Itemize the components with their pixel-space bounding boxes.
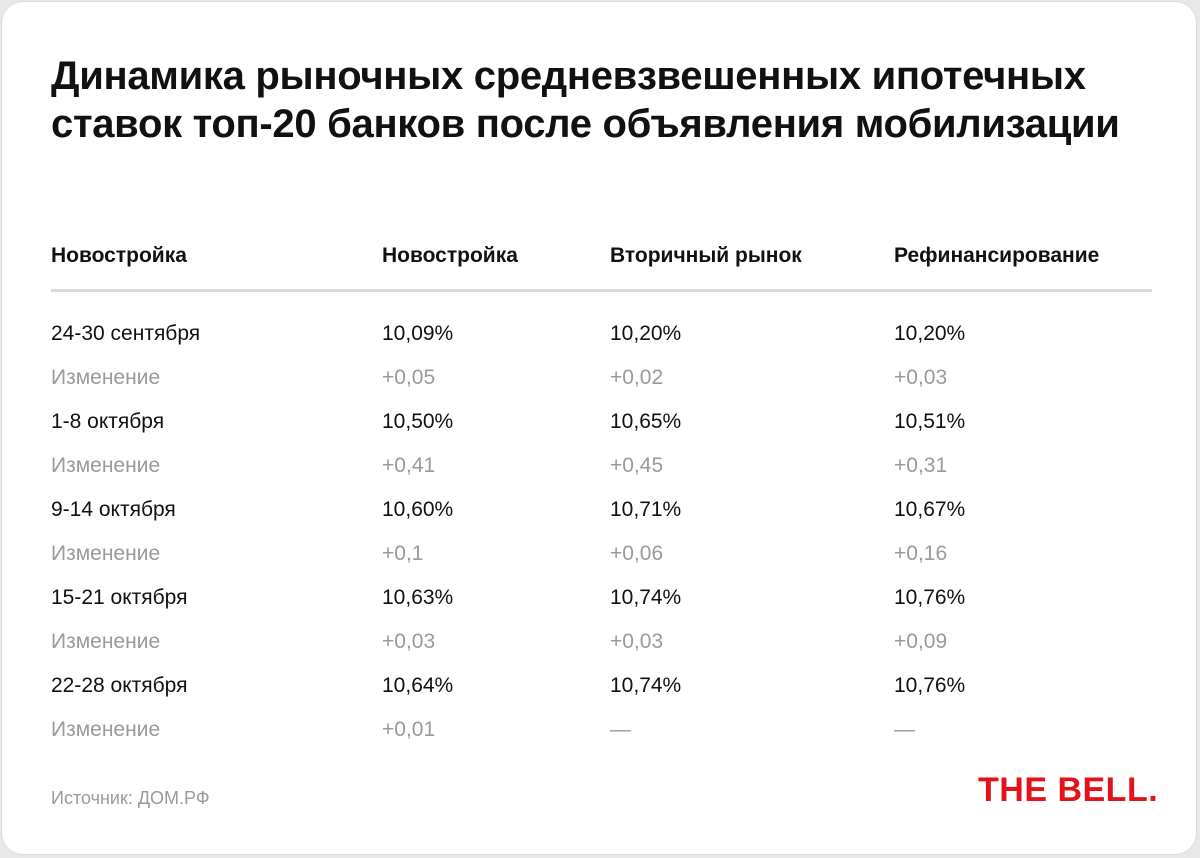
period-label: 22-28 октября [51,674,188,697]
change-value: +0,01 [382,718,436,741]
chart-title: Динамика рыночных средневзвешенных ипоте… [51,54,1120,146]
rate-value: 10,20% [894,322,966,345]
change-value: +0,16 [894,542,948,565]
change-value: +0,41 [382,454,436,477]
period-label: 9-14 октября [51,498,176,521]
change-label: Изменение [51,718,161,741]
change-value: +0,06 [610,542,664,565]
change-value: +0,03 [610,630,664,653]
change-value: +0,09 [894,630,948,653]
rate-value: 10,64% [382,674,454,697]
change-value: — [894,718,915,741]
period-row: 15-21 октября 10,63% 10,74% 10,76% [2,579,1198,623]
the-bell-logo: THE BELL. [978,771,1159,809]
rate-value: 10,09% [382,322,454,345]
change-value: +0,02 [610,366,664,389]
period-label: 24-30 сентября [51,322,201,345]
change-row: Изменение +0,05 +0,02 +0,03 [2,359,1198,403]
column-header: Новостройка [382,244,518,267]
table-body: 24-30 сентября 10,09% 10,20% 10,20% Изменени… [2,315,1198,755]
change-value: +0,03 [382,630,436,653]
column-header: Рефинансирование [894,244,1100,267]
rate-value: 10,71% [610,498,682,521]
table-header: Новостройка Новостройка Вторичный рынок … [2,240,1198,272]
change-row: Изменение +0,01 — — [2,711,1198,755]
period-row: 24-30 сентября 10,09% 10,20% 10,20% [2,315,1198,359]
change-value: +0,03 [894,366,948,389]
header-divider [51,289,1152,292]
rate-value: 10,63% [382,586,454,609]
period-row: 22-28 октября 10,64% 10,74% 10,76% [2,667,1198,711]
change-value: +0,1 [382,542,424,565]
change-row: Изменение +0,03 +0,03 +0,09 [2,623,1198,667]
period-row: 1-8 октября 10,50% 10,65% 10,51% [2,403,1198,447]
rate-value: 10,20% [610,322,682,345]
change-value: +0,31 [894,454,948,477]
change-label: Изменение [51,542,161,565]
period-label: 15-21 октября [51,586,188,609]
change-value: — [610,718,631,741]
rate-value: 10,76% [894,586,966,609]
change-row: Изменение +0,41 +0,45 +0,31 [2,447,1198,491]
source-note: Источник: ДОМ.РФ [51,788,210,808]
rate-value: 10,50% [382,410,454,433]
change-label: Изменение [51,454,161,477]
change-label: Изменение [51,366,161,389]
rate-value: 10,74% [610,674,682,697]
column-header: Новостройка [51,244,187,267]
period-row: 9-14 октября 10,60% 10,71% 10,67% [2,491,1198,535]
change-value: +0,05 [382,366,436,389]
rate-value: 10,51% [894,410,966,433]
column-header: Вторичный рынок [610,244,802,267]
change-row: Изменение +0,1 +0,06 +0,16 [2,535,1198,579]
rate-value: 10,65% [610,410,682,433]
rate-value: 10,67% [894,498,966,521]
period-label: 1-8 октября [51,410,165,433]
change-label: Изменение [51,630,161,653]
rate-value: 10,74% [610,586,682,609]
rate-value: 10,60% [382,498,454,521]
change-value: +0,45 [610,454,664,477]
rate-value: 10,76% [894,674,966,697]
